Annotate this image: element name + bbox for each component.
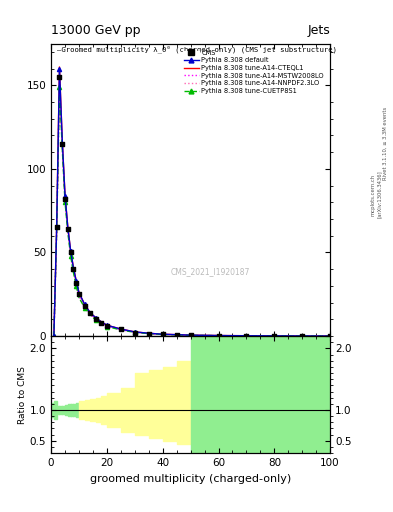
Point [62, 195, 68, 203]
Text: mcplots.cern.ch: mcplots.cern.ch [371, 174, 376, 216]
Point [299, 332, 305, 340]
Point [145, 330, 152, 338]
Point [118, 325, 124, 333]
Point [243, 332, 250, 340]
Point [87, 309, 93, 317]
Point [104, 322, 110, 330]
Legend: CMS, Pythia 8.308 default, Pythia 8.308 tune-A14-CTEQL1, Pythia 8.308 tune-A14-M: CMS, Pythia 8.308 default, Pythia 8.308 … [182, 47, 327, 97]
Point [132, 329, 138, 337]
X-axis label: groomed multiplicity (charged-only): groomed multiplicity (charged-only) [90, 474, 291, 483]
Text: Rivet 3.1.10, ≥ 3.3M events: Rivet 3.1.10, ≥ 3.3M events [383, 106, 387, 180]
Text: –Groomed multiplicity λ_0⁰ (charged only) (CMS jet substructure): –Groomed multiplicity λ_0⁰ (charged only… [57, 45, 337, 53]
Point [53, 223, 60, 231]
Point [327, 332, 333, 340]
Text: Jets: Jets [307, 24, 330, 37]
Point [59, 140, 65, 148]
Text: 13000 GeV pp: 13000 GeV pp [51, 24, 141, 37]
Point [215, 331, 222, 339]
Point [187, 331, 194, 339]
Point [65, 225, 71, 233]
Point [98, 318, 105, 327]
Point [56, 73, 62, 81]
Point [68, 248, 74, 257]
Text: CMS_2021_I1920187: CMS_2021_I1920187 [171, 267, 250, 276]
Text: [arXiv:1306.3436]: [arXiv:1306.3436] [377, 170, 382, 219]
Point [70, 265, 77, 273]
Point [271, 332, 277, 340]
Point [93, 315, 99, 324]
Y-axis label: Ratio to CMS: Ratio to CMS [18, 366, 27, 423]
Point [160, 330, 166, 338]
Point [73, 279, 79, 287]
Point [174, 331, 180, 339]
Point [76, 290, 82, 298]
Point [81, 302, 88, 310]
